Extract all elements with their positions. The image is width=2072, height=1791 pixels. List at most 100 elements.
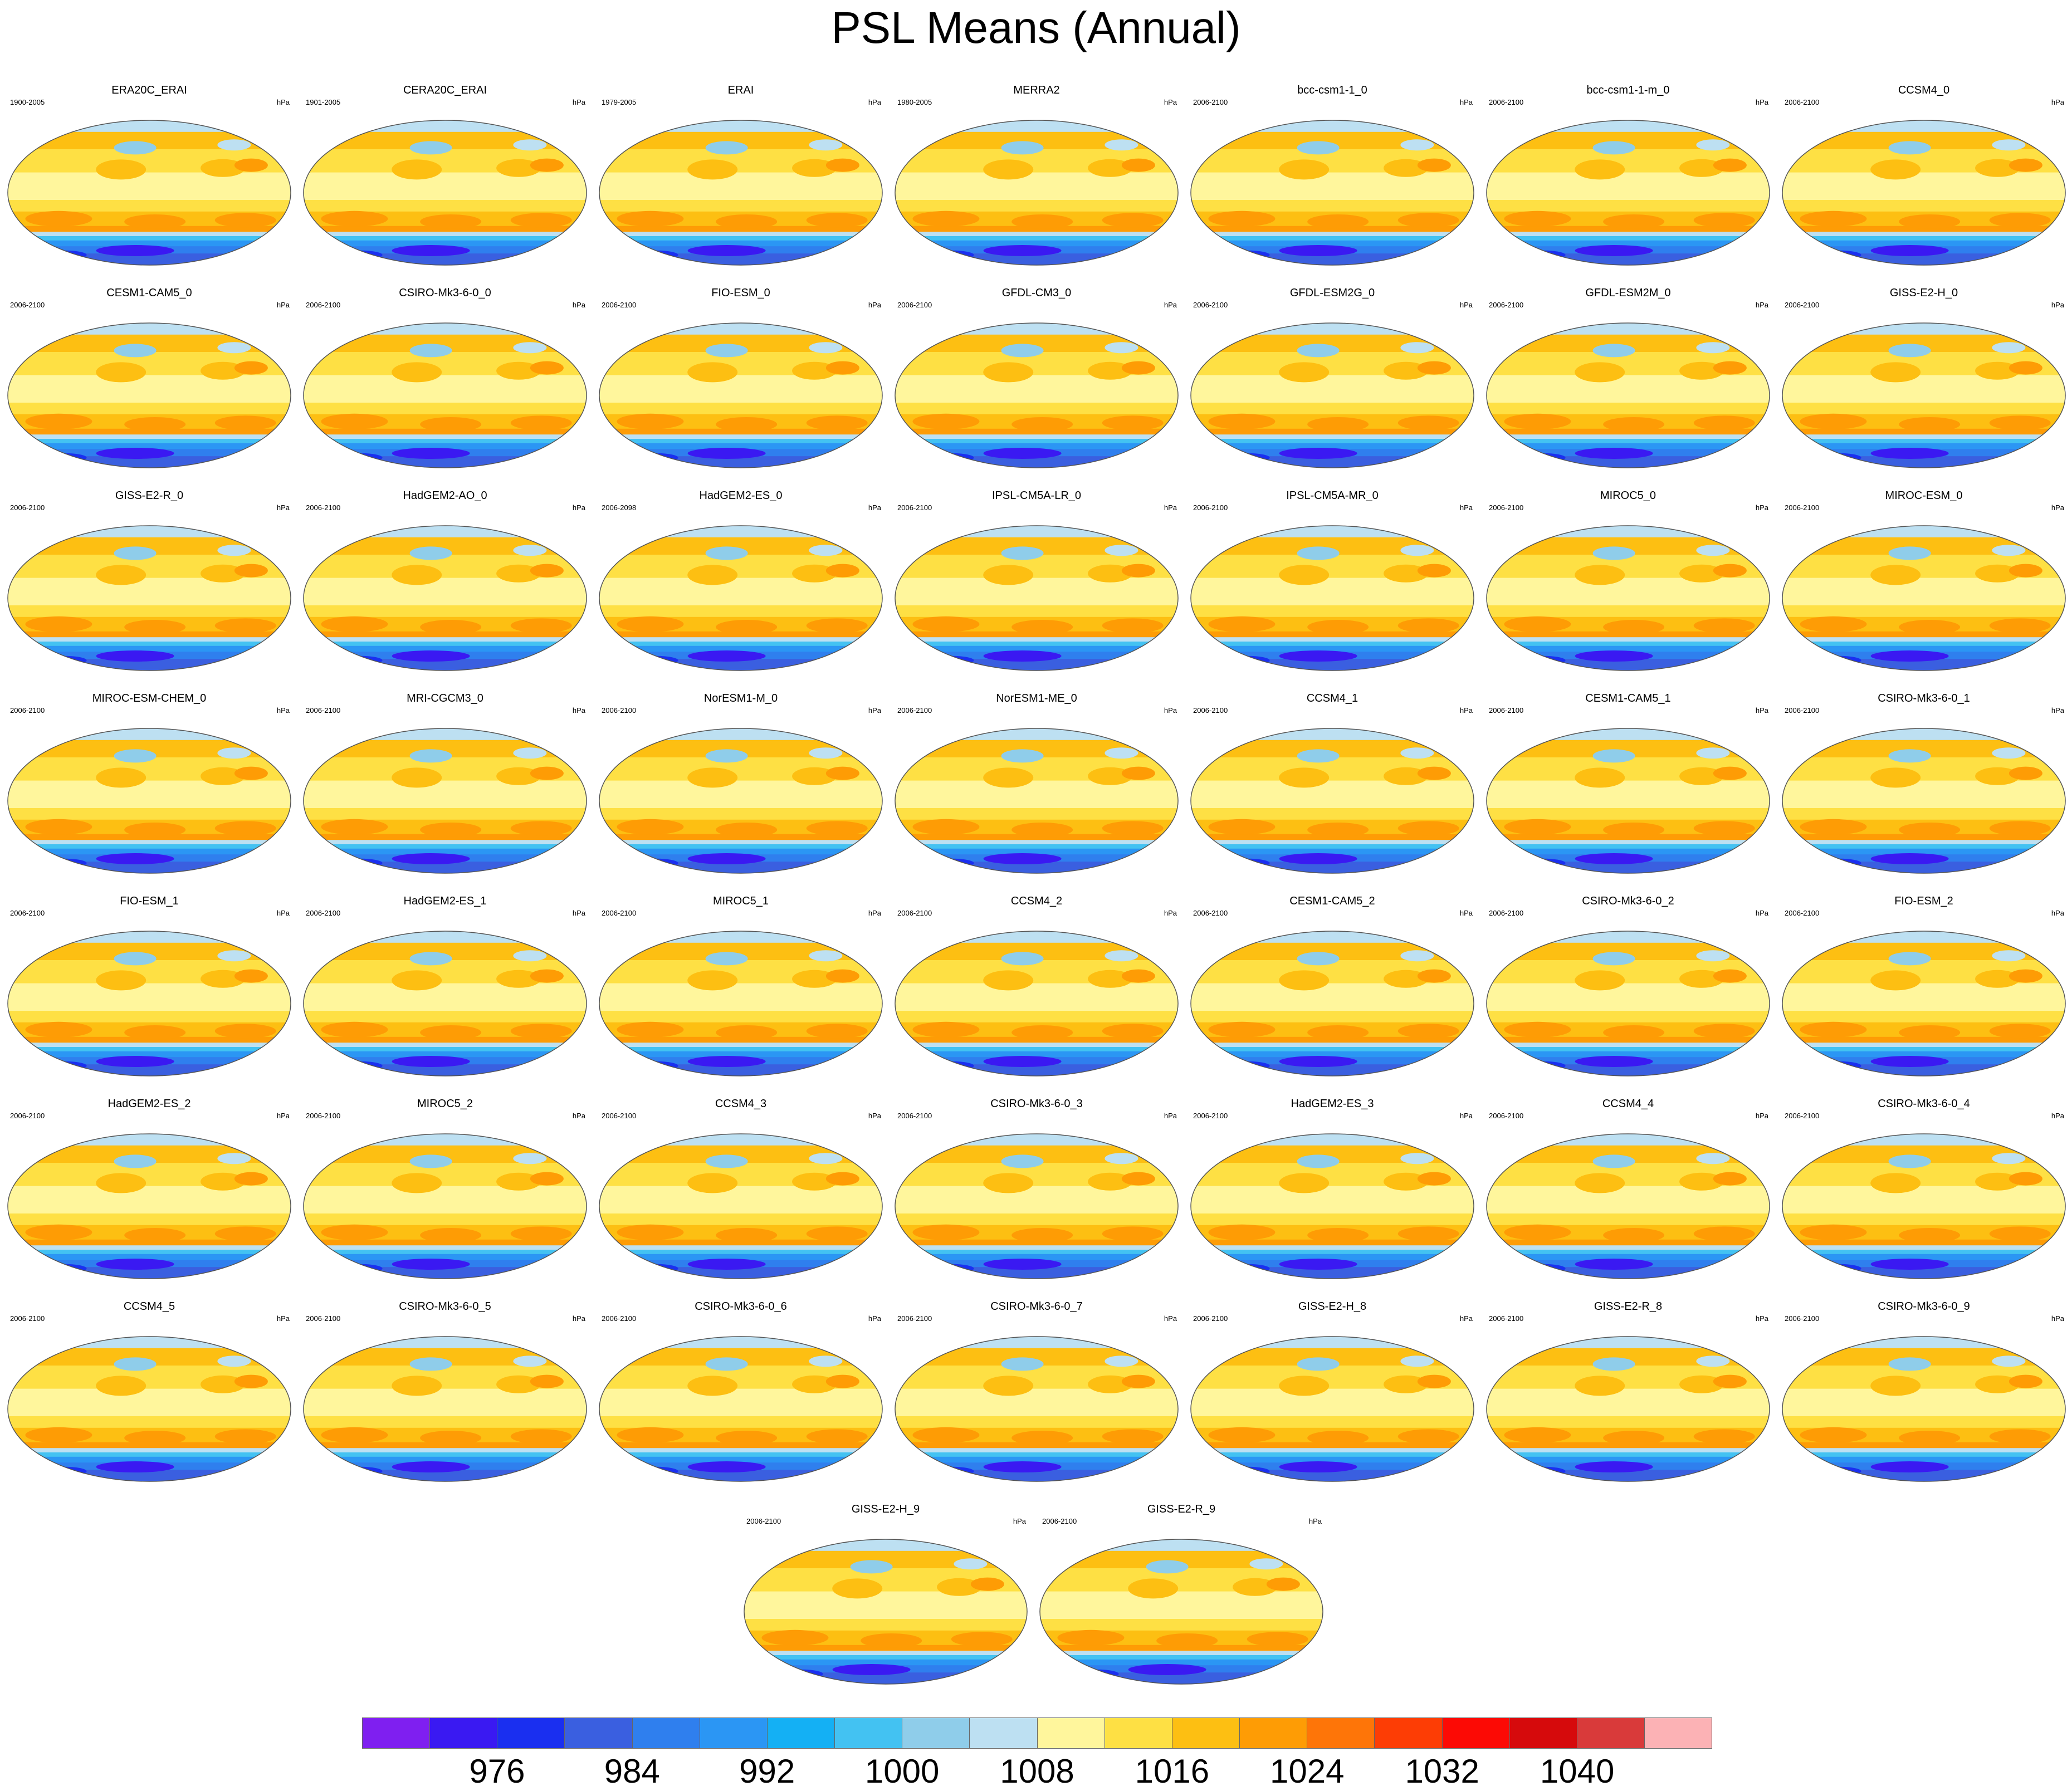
panel-units: hPa [1459,98,1473,106]
panel-years: 1901-2005 [306,98,341,106]
psl-map [1190,322,1474,468]
panel-units: hPa [276,98,290,106]
map-panel: MERRA2 1980-2005 hPa [892,84,1181,273]
panel-units: hPa [276,503,290,512]
psl-map [7,1133,291,1279]
map-panel: CESM1-CAM5_2 2006-2100 hPa [1188,894,1477,1084]
panel-years: 2006-2100 [1785,301,1820,309]
map-panel: GFDL-ESM2G_0 2006-2100 hPa [1188,286,1477,476]
panel-units: hPa [1164,98,1177,106]
map-panel: NorESM1-ME_0 2006-2100 hPa [892,692,1181,881]
panel-title: CSIRO-Mk3-6-0_9 [1878,1300,1970,1313]
panel-title: HadGEM2-ES_1 [403,895,487,907]
panel-title: CSIRO-Mk3-6-0_6 [695,1300,787,1313]
panel-title: HadGEM2-ES_2 [107,1098,191,1110]
panel-units: hPa [1164,1112,1177,1120]
panel-years: 2006-2100 [897,909,932,917]
psl-map [1782,931,2066,1076]
psl-map [303,525,587,671]
psl-map [7,525,291,671]
colorbar-label: 976 [469,1753,525,1790]
panel-years: 2006-2100 [306,301,341,309]
colorbar-label: 1000 [864,1753,940,1790]
panel-title: CESM1-CAM5_1 [1585,692,1671,704]
panel-units: hPa [2051,1112,2064,1120]
map-panel: CSIRO-Mk3-6-0_6 2006-2100 hPa [596,1300,886,1489]
map-panel: HadGEM2-ES_1 2006-2100 hPa [300,894,590,1084]
psl-map [7,322,291,468]
map-panel: HadGEM2-AO_0 2006-2100 hPa [300,489,590,678]
psl-map [1782,1133,2066,1279]
psl-map [599,120,883,266]
panel-title: GFDL-ESM2G_0 [1289,287,1375,299]
colorbar-box [1509,1718,1577,1748]
colorbar-box [700,1718,768,1748]
panel-units: hPa [1459,503,1473,512]
colorbar-box [1375,1718,1443,1748]
map-panel: MRI-CGCM3_0 2006-2100 hPa [300,692,590,881]
panel-title: MERRA2 [1013,84,1060,96]
panel-years: 2006-2100 [897,1314,932,1323]
panel-years: 2006-2100 [897,503,932,512]
panel-units: hPa [1755,909,1768,917]
panel-years: 2006-2100 [10,301,45,309]
panel-units: hPa [868,1112,881,1120]
psl-map [7,1336,291,1482]
map-panel: CSIRO-Mk3-6-0_4 2006-2100 hPa [1779,1097,2069,1286]
map-panel: bcc-csm1-1-m_0 2006-2100 hPa [1483,84,1773,273]
panel-years: 2006-2100 [897,706,932,715]
colorbar-box [1577,1718,1645,1748]
panel-title: ERA20C_ERAI [111,84,187,96]
panel-units: hPa [868,98,881,106]
panel-units: hPa [572,1112,585,1120]
panel-units: hPa [276,301,290,309]
panel-units: hPa [572,706,585,715]
psl-map [599,322,883,468]
panel-years: 2006-2100 [1193,1314,1228,1323]
psl-map [303,1336,587,1482]
panel-years: 2006-2100 [602,301,637,309]
panel-title: ERAI [727,84,754,96]
psl-map [895,525,1179,671]
map-panel: GFDL-CM3_0 2006-2100 hPa [892,286,1181,476]
colorbar-box [835,1718,903,1748]
psl-map [1486,525,1770,671]
map-panel: IPSL-CM5A-MR_0 2006-2100 hPa [1188,489,1477,678]
psl-map [1782,120,2066,266]
panel-title: bcc-csm1-1-m_0 [1586,84,1670,96]
panel-years: 2006-2100 [1785,1112,1820,1120]
colorbar-box [1037,1718,1105,1748]
psl-map [7,120,291,266]
panel-years: 2006-2100 [10,1112,45,1120]
panel-title: MIROC-ESM_0 [1885,490,1963,502]
panel-title: FIO-ESM_1 [120,895,179,907]
panel-title: CSIRO-Mk3-6-0_7 [990,1300,1083,1313]
colorbar-box [430,1718,498,1748]
map-panel: CSIRO-Mk3-6-0_1 2006-2100 hPa [1779,692,2069,881]
panel-units: hPa [1459,1314,1473,1323]
panel-years: 2006-2100 [306,1314,341,1323]
panel-title: GISS-E2-H_0 [1889,287,1958,299]
psl-map [599,728,883,874]
panel-title: GISS-E2-R_0 [115,490,184,502]
colorbar-box [497,1718,565,1748]
panel-units: hPa [1164,503,1177,512]
panel-units: hPa [572,909,585,917]
panel-years: 2006-2100 [746,1517,781,1525]
panel-years: 2006-2100 [1489,503,1524,512]
map-panel: GISS-E2-H_9 2006-2100 hPa [741,1503,1030,1692]
panel-units: hPa [2051,98,2064,106]
panel-title: CCSM4_1 [1306,692,1358,704]
map-panel: HadGEM2-ES_2 2006-2100 hPa [4,1097,294,1286]
map-panel: GFDL-ESM2M_0 2006-2100 hPa [1483,286,1773,476]
panel-years: 2006-2100 [602,1112,637,1120]
panel-years: 2006-2100 [1193,1112,1228,1120]
map-panel: CESM1-CAM5_0 2006-2100 hPa [4,286,294,476]
panel-years: 2006-2100 [1042,1517,1077,1525]
panel-years: 2006-2100 [1785,1314,1820,1323]
map-panel: CCSM4_3 2006-2100 hPa [596,1097,886,1286]
panel-units: hPa [2051,706,2064,715]
psl-map [1782,322,2066,468]
colorbar-label: 992 [739,1753,795,1790]
colorbar-box [565,1718,633,1748]
